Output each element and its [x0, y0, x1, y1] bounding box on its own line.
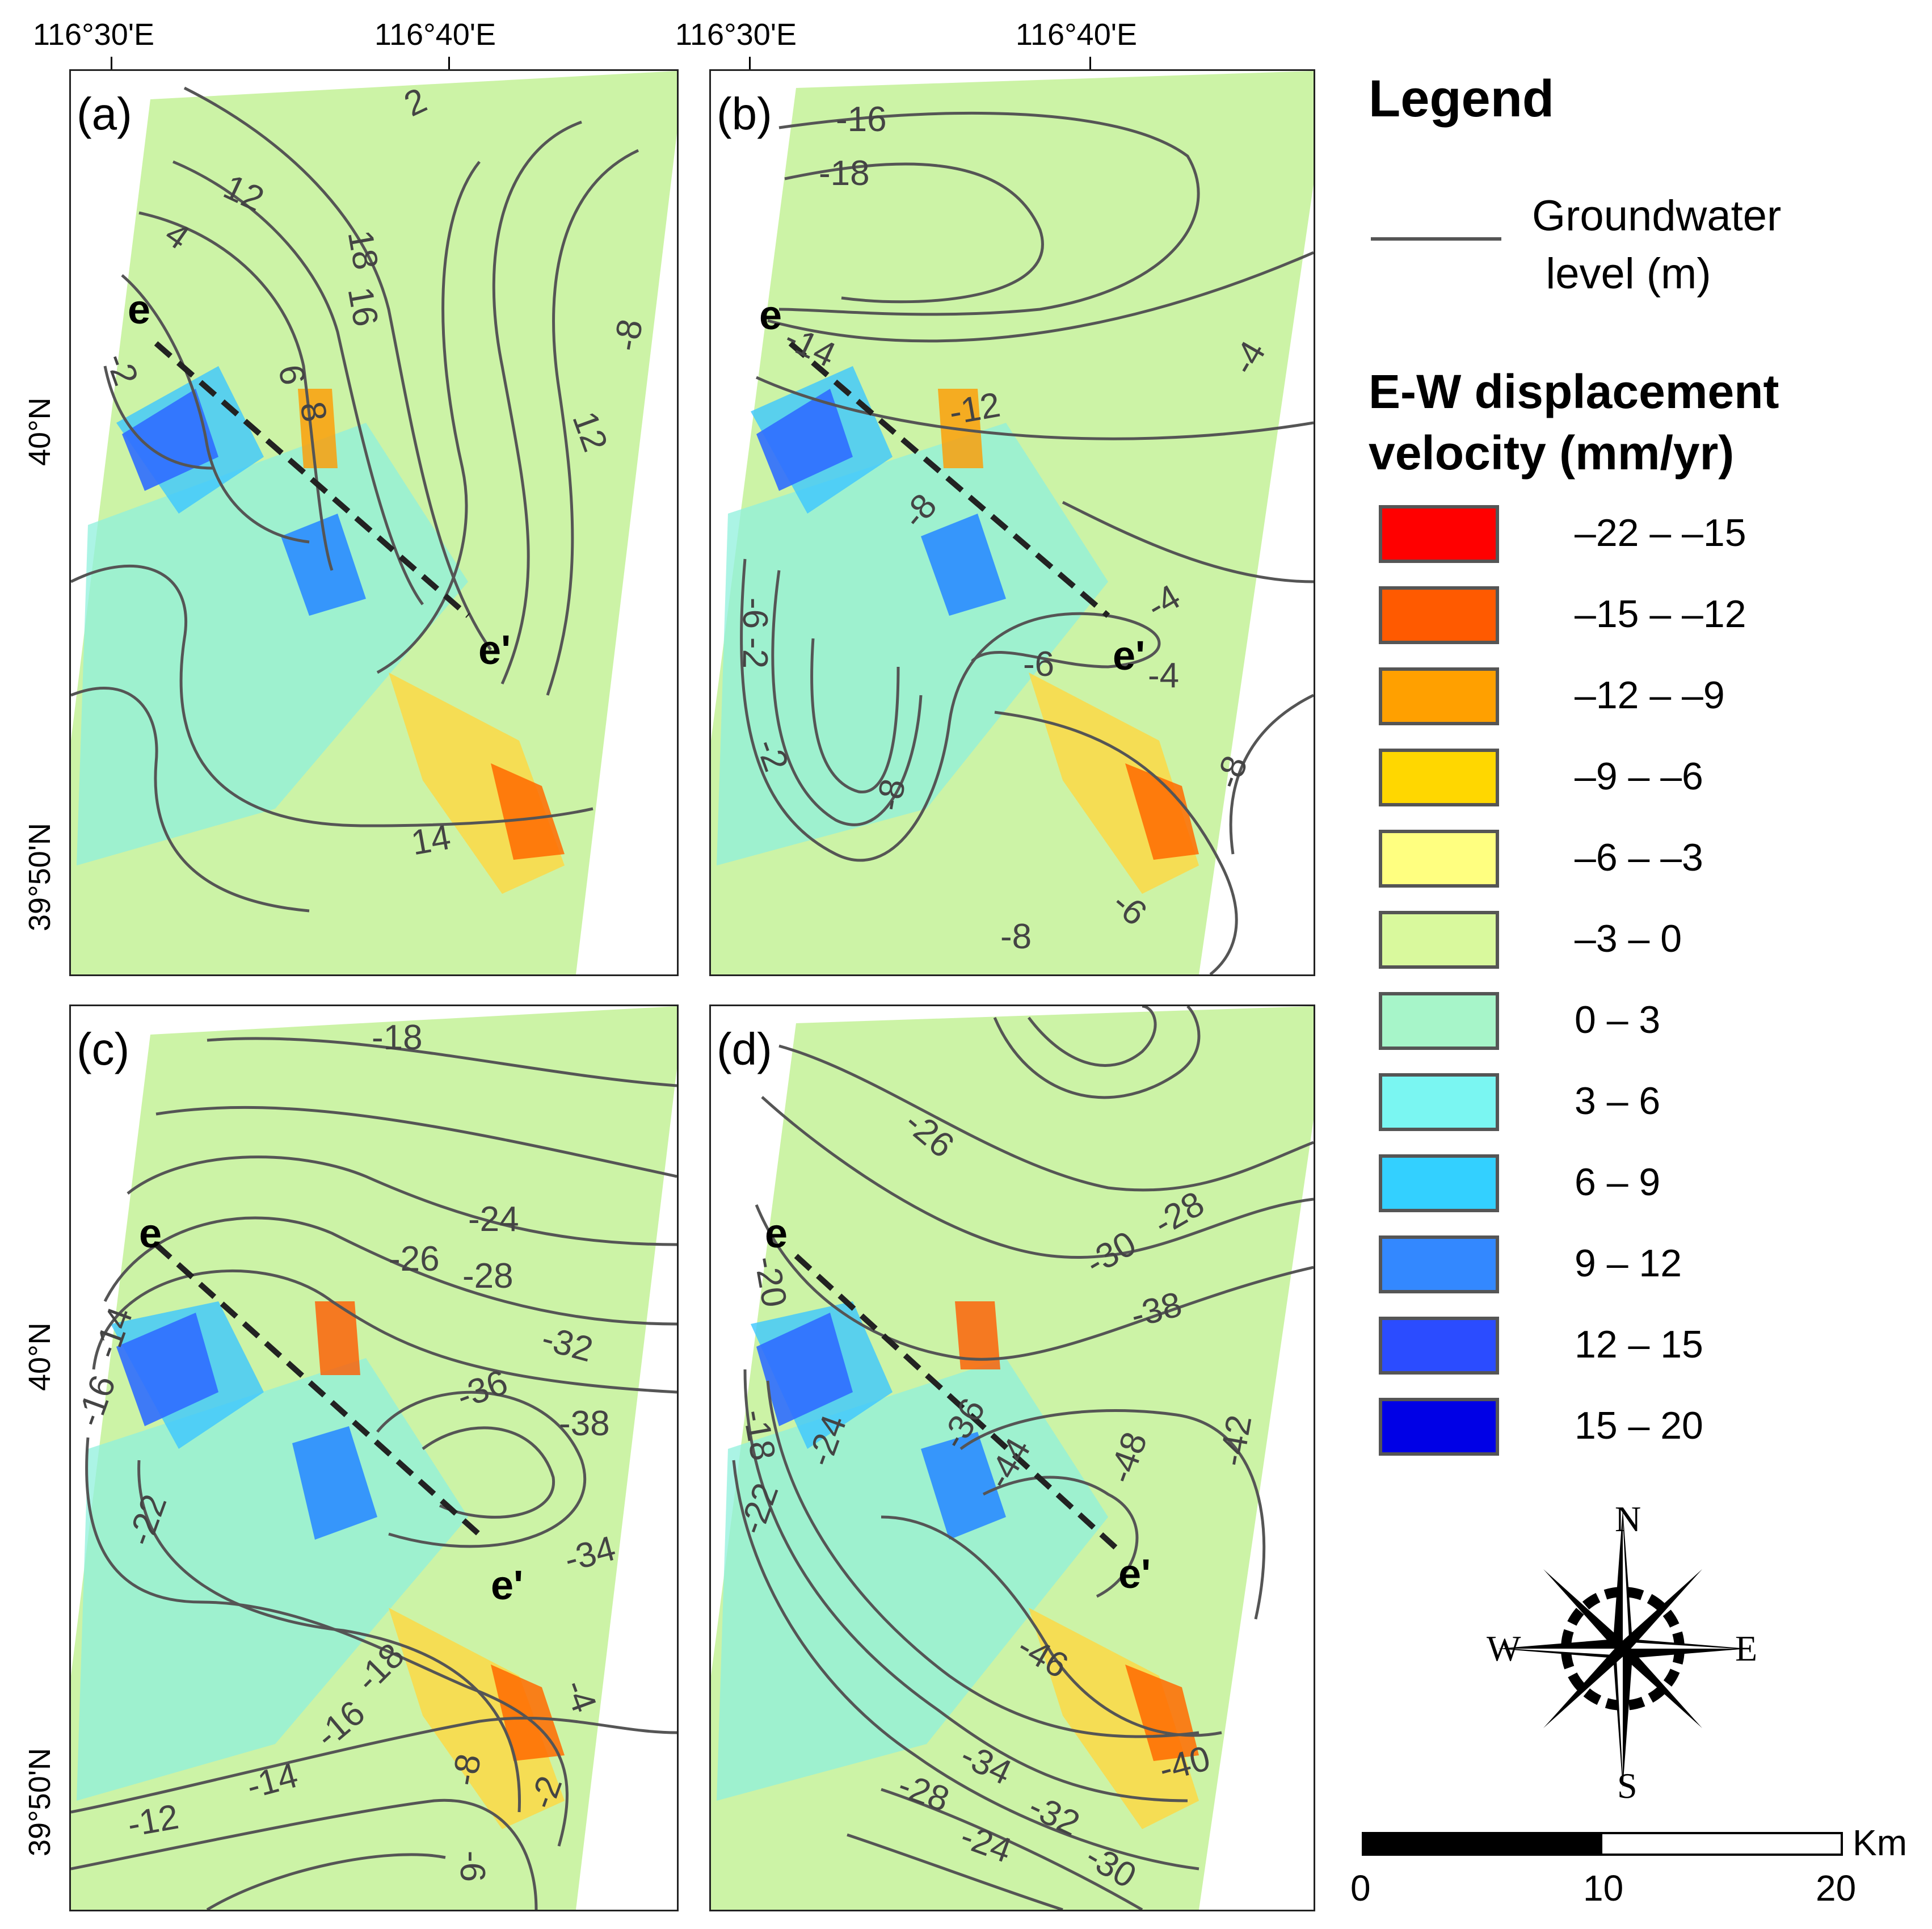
contour-label: -28	[462, 1256, 513, 1296]
legend-swatch	[1379, 1398, 1499, 1456]
profile-end-label: e'	[1118, 1552, 1151, 1597]
compass-east-label: E	[1735, 1628, 1758, 1669]
scale-tick-0: 0	[1350, 1868, 1371, 1909]
scale-unit: Km	[1853, 1822, 1907, 1863]
map-canvas-d	[711, 1006, 1314, 1910]
tick	[111, 57, 112, 69]
legend-swatch-label: 12 – 15	[1575, 1323, 1703, 1366]
panel-label-b: (b)	[717, 89, 772, 139]
contour-label: -8	[1000, 917, 1032, 956]
contour-label: -16	[836, 100, 887, 139]
lat-label-39-50-bottom: 39°50'N	[23, 1747, 57, 1856]
panel-label-c: (c)	[77, 1024, 130, 1074]
contour-label: -24	[468, 1200, 519, 1239]
panel-label-a: (a)	[77, 89, 132, 139]
legend-swatch	[1379, 911, 1499, 969]
contour-label: 16	[340, 284, 386, 330]
compass-north-label: N	[1615, 1499, 1641, 1539]
contour-label: -6	[1023, 645, 1055, 684]
legend-title: Legend	[1369, 70, 1555, 128]
contour-label: -4	[1148, 656, 1180, 695]
tick	[1089, 57, 1091, 69]
compass-west-label: W	[1487, 1628, 1521, 1669]
legend-swatch-label: 15 – 20	[1575, 1404, 1703, 1447]
groundwater-label: Groundwater level (m)	[1532, 187, 1782, 303]
contour-label: -6	[735, 597, 775, 629]
legend-swatch-label: –22 – –15	[1575, 511, 1746, 554]
map-canvas-c	[71, 1006, 677, 1910]
groundwater-line-symbol	[1371, 237, 1501, 241]
scale-tick-20: 20	[1816, 1868, 1857, 1909]
compass-rose-icon	[1498, 1510, 1748, 1788]
legend-swatch	[1379, 667, 1499, 725]
velocity-title-line2: velocity (mm/yr)	[1369, 426, 1735, 480]
contour-label: -2	[735, 637, 775, 669]
scale-bar	[1362, 1832, 1843, 1856]
groundwater-label-line2: level (m)	[1546, 250, 1711, 298]
map-canvas-b	[711, 71, 1314, 974]
contour-label: -20	[747, 1253, 794, 1310]
legend-swatch	[1379, 992, 1499, 1050]
map-canvas-a	[71, 71, 677, 974]
lat-label-39-50-top: 39°50'N	[23, 822, 57, 931]
profile-end-label: e'	[1113, 633, 1146, 679]
profile-start-label: e	[139, 1211, 162, 1256]
tick	[749, 57, 751, 69]
contour-label: 8	[377, 695, 378, 696]
profile-end-label: e'	[478, 628, 511, 673]
profile-start-label: e	[759, 293, 782, 338]
legend-swatch-label: 0 – 3	[1575, 998, 1661, 1041]
legend-swatch-label: –9 – –6	[1575, 755, 1703, 798]
legend-swatch-label: –6 – –3	[1575, 836, 1703, 879]
map-panel-d: (d) e e' -26 -28 -30 -38 -20 -36 -18 -24…	[709, 1005, 1315, 1911]
panel-label-d: (d)	[717, 1024, 772, 1074]
legend-swatch-label: 9 – 12	[1575, 1242, 1682, 1285]
legend-swatch	[1379, 1317, 1499, 1375]
legend-swatch	[1379, 586, 1499, 644]
legend-swatch	[1379, 1073, 1499, 1131]
legend-swatch-label: –12 – –9	[1575, 674, 1725, 717]
map-panel-c: (c) e e' -18 -24 -26 -28 -32 -14 -16 -36…	[69, 1005, 679, 1911]
legend-swatch-label: 3 – 6	[1575, 1079, 1661, 1123]
velocity-legend-title: E-W displacement velocity (mm/yr)	[1369, 361, 1779, 484]
map-panel-b: (b) e e' -16 -18 -14 -12 -4 -8 -6 -2 -4 …	[709, 69, 1315, 976]
lat-label-40-bottom: 40°N	[23, 1322, 57, 1391]
contour-label: -18	[735, 1406, 783, 1464]
legend-swatch-label: –3 – 0	[1575, 917, 1682, 960]
legend-swatch-label: –15 – –12	[1575, 592, 1746, 636]
legend-swatch-label: 6 – 9	[1575, 1161, 1661, 1204]
groundwater-label-line1: Groundwater	[1532, 192, 1782, 240]
legend-swatch	[1379, 749, 1499, 806]
lon-label-116-30-right: 116°30'E	[675, 18, 797, 52]
legend-swatch	[1379, 1235, 1499, 1293]
tick	[448, 57, 450, 69]
contour-label: -6	[453, 1850, 493, 1882]
legend-swatch	[1379, 1154, 1499, 1212]
lon-label-116-30-left: 116°30'E	[33, 18, 155, 52]
scale-bar-black	[1364, 1834, 1602, 1854]
velocity-title-line1: E-W displacement	[1369, 365, 1779, 418]
scale-tick-10: 10	[1583, 1868, 1624, 1909]
lon-label-116-40-left: 116°40'E	[374, 18, 496, 52]
contour-label: -38	[559, 1404, 610, 1443]
legend-swatch	[1379, 505, 1499, 563]
contour-label: 14	[408, 817, 454, 863]
profile-start-label: e	[128, 287, 151, 333]
profile-start-label: e	[765, 1211, 788, 1256]
contour-label: -18	[372, 1018, 423, 1057]
contour-label: -4	[1051, 641, 1052, 642]
map-panel-a: (a) e e' 2 12 4 -8 -2 6 8 18 16 8 12 14	[69, 69, 679, 976]
lat-label-40-top: 40°N	[23, 397, 57, 466]
profile-end-label: e'	[491, 1563, 524, 1608]
contour-label: 18	[340, 227, 386, 273]
contour-label: -26	[389, 1239, 440, 1279]
lon-label-116-40-right: 116°40'E	[1016, 18, 1138, 52]
legend-swatch	[1379, 830, 1499, 888]
contour-label: -18	[819, 154, 870, 193]
compass-south-label: S	[1617, 1766, 1638, 1806]
